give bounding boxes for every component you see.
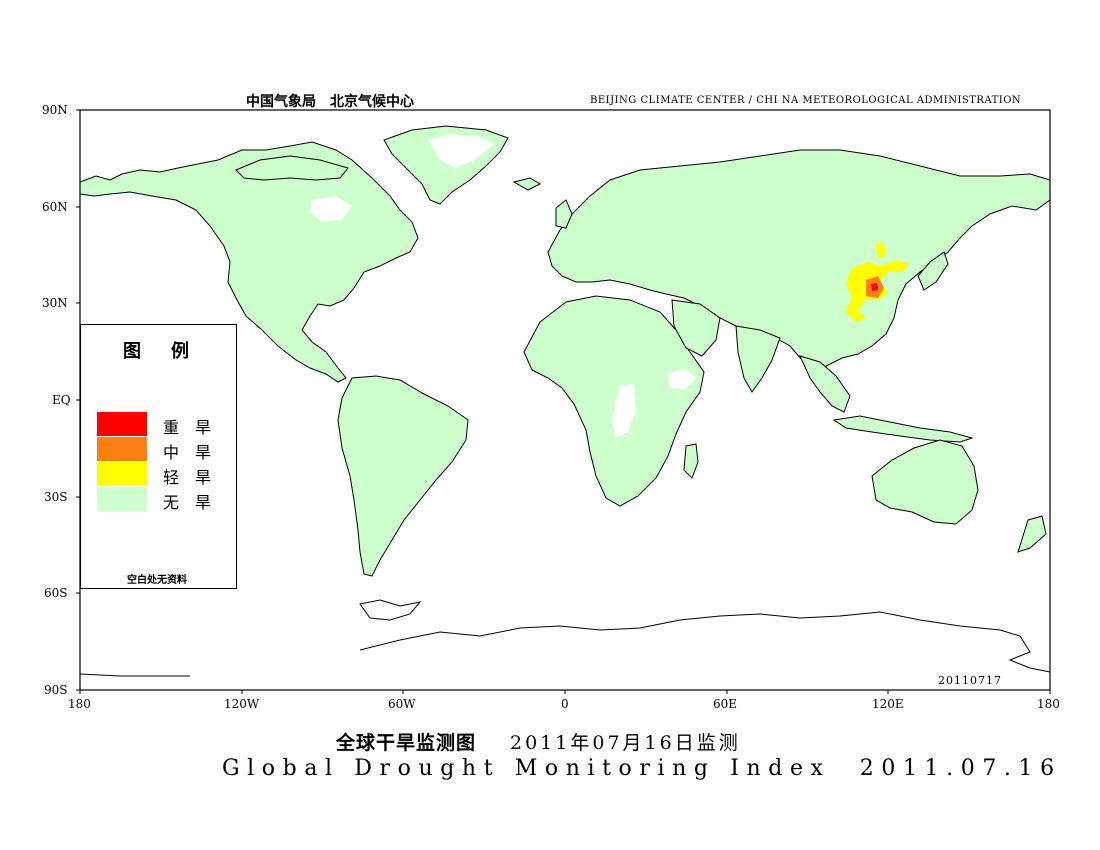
lon-label-60e: 60E	[713, 697, 738, 711]
legend-label-none: 无旱	[163, 493, 228, 512]
header-agency-cn: 中国气象局 北京气候中心	[246, 94, 414, 110]
no-data-africa-b	[668, 368, 696, 390]
land-south-america	[337, 375, 469, 577]
lon-label-180e: 180	[1037, 697, 1060, 711]
no-data-africa-a	[612, 384, 636, 438]
lon-label-0: 0	[561, 697, 569, 711]
legend-swatch-moderate	[97, 437, 147, 461]
lat-label-90s: 90S	[44, 683, 68, 697]
no-data-layer	[310, 134, 696, 438]
drought-severe-area	[871, 283, 878, 291]
drought-light-spot	[846, 304, 854, 314]
legend-note: 空白处无资料	[127, 575, 187, 586]
legend-swatch-none	[97, 487, 147, 511]
land-africa	[523, 295, 705, 507]
no-data-hudson-bay	[310, 196, 352, 222]
lon-label-60w: 60W	[388, 697, 416, 711]
legend-box: 图例 重旱 中旱 轻旱 无旱 空白处无资料	[80, 324, 237, 589]
lat-label-90n: 90N	[42, 103, 68, 117]
lon-label-120e: 120E	[872, 697, 904, 711]
legend-title: 图例	[123, 341, 219, 362]
drought-light-north	[876, 242, 886, 258]
land-india	[735, 325, 781, 393]
antarctica-coast	[80, 599, 1050, 677]
land-arabia	[671, 299, 721, 357]
land-uk	[555, 199, 573, 229]
land-arctic-islands	[235, 155, 349, 181]
legend-label-moderate: 中旱	[163, 443, 228, 462]
no-data-greenland	[428, 134, 494, 168]
lat-label-60s: 60S	[44, 586, 68, 600]
land-madagascar	[683, 443, 699, 479]
lon-label-120w: 120W	[224, 697, 260, 711]
date-stamp: 20110717	[938, 674, 1002, 687]
tick-marks	[76, 109, 1051, 694]
land-new-zealand	[1017, 515, 1047, 553]
lat-label-60n: 60N	[42, 200, 68, 214]
land-eurasia	[547, 149, 1050, 375]
header-agency-en: BEIJING CLIMATE CENTER / CHI NA METEOROL…	[590, 95, 1022, 106]
title-cn: 全球干旱监测图	[336, 732, 477, 754]
land-australia	[871, 439, 979, 525]
lon-label-180w: 180	[68, 697, 91, 711]
legend-label-light: 轻旱	[163, 468, 228, 487]
title-en: Global Drought Monitoring Index 2011.07.…	[222, 756, 1062, 781]
lat-label-30n: 30N	[42, 296, 68, 310]
land-iceland	[512, 177, 542, 191]
land-japan	[917, 251, 949, 291]
legend-label-severe: 重旱	[163, 418, 228, 437]
lat-label-eq: EQ	[52, 393, 71, 407]
lat-label-30s: 30S	[44, 490, 68, 504]
legend-swatch-severe	[97, 412, 147, 436]
title-cn-date: 2011年07月16日监测	[510, 732, 741, 754]
drought-layer	[846, 242, 910, 322]
land-se-asia	[799, 355, 851, 413]
legend-swatch-light	[97, 462, 147, 486]
land-indonesia	[832, 415, 974, 443]
